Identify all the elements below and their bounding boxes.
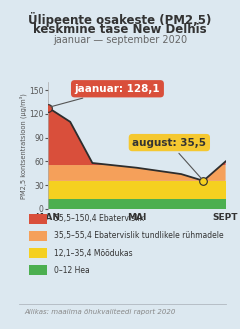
Text: Ülipeente osakeste (PM2,5): Ülipeente osakeste (PM2,5) [28,12,212,27]
Y-axis label: PM2,5 kontsentratsioon (µg/m³): PM2,5 kontsentratsioon (µg/m³) [19,93,27,198]
Text: jaanuar: 128,1: jaanuar: 128,1 [51,84,160,107]
Polygon shape [48,165,226,181]
Polygon shape [48,181,226,199]
Text: keskmine tase New Delhis: keskmine tase New Delhis [33,23,207,36]
Polygon shape [48,199,226,209]
Text: jaanuar — september 2020: jaanuar — september 2020 [53,35,187,45]
Text: 12,1–35,4 Mõõdukas: 12,1–35,4 Mõõdukas [54,248,133,258]
Text: 0–12 Hea: 0–12 Hea [54,266,90,275]
Text: august: 35,5: august: 35,5 [132,138,206,179]
Text: 35,5–55,4 Ebatervislik tundlikele rühmadele: 35,5–55,4 Ebatervislik tundlikele rühmad… [54,231,224,240]
Text: 55,5–150,4 Ebatervislik: 55,5–150,4 Ebatervislik [54,214,144,223]
Text: Allikas: maailma õhukvaliteedi raport 2020: Allikas: maailma õhukvaliteedi raport 20… [24,309,175,316]
Polygon shape [48,108,226,165]
